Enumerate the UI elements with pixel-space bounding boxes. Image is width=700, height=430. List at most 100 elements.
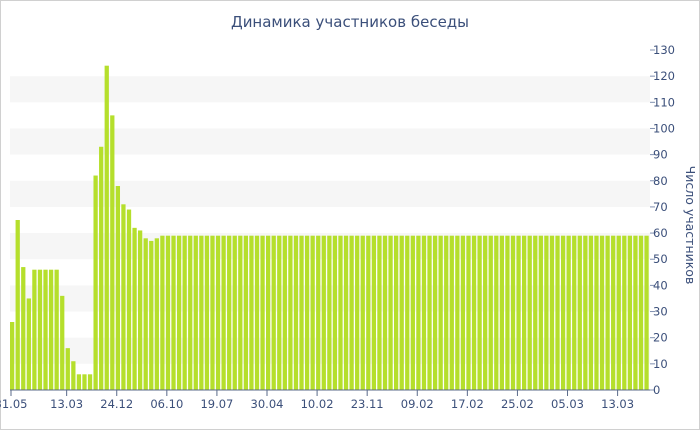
bar: [215, 235, 221, 390]
bar: [499, 235, 505, 390]
bar: [82, 374, 87, 390]
bar: [533, 235, 538, 390]
bar: [282, 235, 287, 390]
bar: [126, 209, 132, 390]
bar: [154, 238, 159, 390]
bar: [32, 269, 37, 390]
bar: [421, 235, 427, 390]
bar: [199, 235, 204, 390]
bar: [366, 235, 371, 390]
y-tick-label: 10: [653, 357, 668, 371]
bar: [460, 235, 466, 390]
bar: [644, 235, 649, 390]
y-tick-label: 90: [653, 148, 668, 162]
bar: [477, 235, 482, 390]
bar: [138, 230, 143, 390]
bar: [238, 235, 243, 390]
x-axis-ticks: 31.05 13.03 24.12 06.10 19.07 30.04 10.02 23.11…: [0, 390, 634, 411]
bar: [37, 269, 43, 390]
bar: [638, 235, 644, 390]
bar: [321, 235, 326, 390]
y-tick-label: 30: [653, 305, 668, 319]
bar: [349, 235, 354, 390]
bar: [143, 238, 148, 390]
bar: [560, 235, 566, 390]
bar: [355, 235, 360, 390]
bar: [405, 235, 410, 390]
bar: [176, 235, 182, 390]
x-tick-label: 17.02: [451, 397, 484, 411]
bar: [10, 322, 15, 390]
bar: [304, 235, 310, 390]
bar: [43, 269, 48, 390]
bar: [572, 235, 577, 390]
x-tick-label: 25.02: [501, 397, 534, 411]
bar: [171, 235, 176, 390]
x-tick-label: 05.03: [551, 397, 584, 411]
bar: [210, 235, 215, 390]
y-tick-label: 40: [653, 278, 668, 292]
bar-series: [10, 65, 649, 390]
y-tick-label: 50: [653, 252, 668, 266]
bar: [427, 235, 432, 390]
bar: [466, 235, 471, 390]
bar: [371, 235, 377, 390]
bar: [538, 235, 543, 390]
y-tick-label: 0: [653, 383, 660, 397]
bar: [327, 235, 332, 390]
bar: [522, 235, 527, 390]
bar: [149, 240, 154, 390]
bar: [104, 65, 109, 390]
bar: [343, 235, 349, 390]
x-tick-label: 30.04: [251, 397, 284, 411]
bar: [193, 235, 198, 390]
bar: [555, 235, 560, 390]
bar: [471, 235, 477, 390]
bar: [65, 348, 70, 390]
bar: [360, 235, 365, 390]
y-tick-label: 80: [653, 174, 668, 188]
x-tick-label: 06.10: [150, 397, 183, 411]
bar: [165, 235, 171, 390]
y-tick-label: 120: [653, 69, 675, 83]
bar: [60, 295, 65, 390]
grid-band: [10, 76, 650, 103]
x-tick-label: 13.03: [601, 397, 634, 411]
bar: [505, 235, 510, 390]
bar: [277, 235, 282, 390]
bar: [48, 269, 54, 390]
chart-title: Динамика участников беседы: [230, 13, 470, 31]
y-tick-label: 110: [653, 95, 675, 109]
bar: [516, 235, 521, 390]
bar: [93, 175, 98, 390]
bar: [332, 235, 338, 390]
y-tick-label: 20: [653, 331, 668, 345]
bar: [577, 235, 582, 390]
bar: [410, 235, 415, 390]
bar: [266, 235, 271, 390]
bar: [254, 235, 260, 390]
bar: [510, 235, 516, 390]
bar: [382, 235, 388, 390]
bar: [544, 235, 549, 390]
bar: [549, 235, 555, 390]
bar: [494, 235, 499, 390]
bar: [87, 374, 93, 390]
x-tick-label: 24.12: [100, 397, 133, 411]
bar: [488, 235, 493, 390]
bar: [54, 269, 59, 390]
bar: [627, 235, 633, 390]
bar: [566, 235, 571, 390]
bar: [21, 267, 26, 390]
bar: [432, 235, 438, 390]
bar: [121, 204, 126, 390]
bar: [527, 235, 532, 390]
bar: [221, 235, 226, 390]
x-tick-label: 23.11: [351, 397, 384, 411]
bar: [316, 235, 321, 390]
bar: [249, 235, 254, 390]
bar: [455, 235, 460, 390]
y-tick-label: 70: [653, 200, 668, 214]
bar: [188, 235, 193, 390]
x-tick-label: 13.03: [50, 397, 83, 411]
